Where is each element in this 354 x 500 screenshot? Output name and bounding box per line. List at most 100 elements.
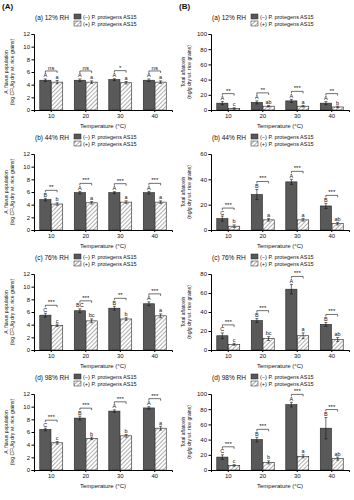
x-tick: 30 (117, 470, 124, 479)
group-letter: b (233, 218, 236, 224)
y-tick: 2 (27, 335, 34, 341)
x-axis-title: Temperature (°C) (257, 363, 303, 369)
plot-area (217, 402, 343, 470)
bar (74, 80, 85, 110)
error-cap (336, 107, 339, 108)
panel: AAAAaaaansns*ns02468101210203040Temperat… (3, 14, 173, 129)
sig-label: *** (259, 423, 267, 429)
error-cap (44, 198, 47, 199)
x-tick-mark (85, 110, 86, 112)
error-line (256, 189, 257, 199)
error-line (268, 337, 269, 341)
x-tick: 40 (328, 110, 335, 119)
group-letter: b (125, 428, 128, 434)
plot-area (40, 191, 166, 230)
error-cap (290, 102, 293, 103)
bar (251, 440, 262, 470)
error-bar (302, 455, 305, 458)
sig-bracket (326, 195, 338, 197)
error-line (126, 82, 127, 85)
y-tick: 60 (200, 62, 211, 68)
sig-bracket (114, 184, 126, 186)
error-bar (336, 106, 339, 108)
error-bar (336, 222, 339, 225)
legend: (−) P. protegens AS15(+) P. protegens AS… (251, 254, 314, 267)
sig-label: *** (328, 308, 336, 314)
error-cap (290, 406, 293, 407)
bar (86, 321, 97, 350)
x-axis-title: Temperature (°C) (257, 483, 303, 489)
panel: AAAAcabab*********02040608010010203040Te… (180, 14, 350, 129)
legend-label: (−) P. protegens AS15 (83, 374, 137, 380)
y-tick-label: 4 (27, 442, 31, 448)
x-tick-mark (120, 350, 121, 352)
y-tick-label: 2 (27, 215, 31, 221)
error-cap (336, 106, 339, 107)
error-bar (267, 219, 270, 222)
error-cap (336, 224, 339, 225)
sig-label: *** (151, 177, 159, 183)
y-tick: 6 (27, 309, 34, 315)
sig-bracket (291, 276, 303, 278)
x-tick-label: 20 (259, 473, 266, 479)
panel-title: (d) 98% RH (212, 374, 246, 382)
error-cap (125, 200, 128, 201)
sig-label: *** (82, 402, 90, 408)
y-tick-mark (32, 457, 35, 458)
error-cap (44, 430, 47, 431)
x-tick-mark (120, 230, 121, 232)
y-tick: 40 (200, 77, 211, 83)
y-tick-mark (32, 110, 35, 111)
y-tick: 6 (27, 429, 34, 435)
plot-area (40, 302, 166, 350)
error-cap (147, 305, 150, 306)
bar (109, 80, 120, 110)
error-cap (302, 457, 305, 458)
y-tick: 10 (23, 164, 34, 170)
group-letter: B (324, 316, 328, 322)
sig-label: *** (117, 396, 125, 402)
y-tick-label: 60 (200, 62, 207, 68)
y-tick-mark (209, 49, 212, 50)
sig-label: *** (151, 393, 159, 399)
y-tick-mark (209, 440, 212, 441)
panel-title: (a) 12% RH (212, 14, 246, 22)
error-cap (159, 200, 162, 201)
error-line (148, 191, 149, 194)
error-cap (267, 463, 270, 464)
error-cap (125, 81, 128, 82)
error-cap (233, 464, 236, 465)
y-tick-label: 100 (197, 391, 208, 397)
panel: CBAAcbba************02468101210203040Tem… (3, 374, 173, 489)
y-tick-mark (32, 217, 35, 218)
error-line (45, 198, 46, 201)
group-letter: A (290, 278, 294, 284)
error-cap (302, 221, 305, 222)
error-cap (147, 409, 150, 410)
error-bar (255, 319, 258, 323)
y-tick-mark (32, 230, 35, 231)
y-axis: 024681012 (23, 151, 34, 233)
error-bar (290, 99, 293, 102)
x-tick-mark (85, 230, 86, 232)
legend-label: (−) P. protegens AS15 (83, 254, 137, 260)
x-axis-title: Temperature (°C) (257, 123, 303, 129)
error-cap (233, 345, 236, 346)
bar (86, 438, 97, 470)
error-cap (125, 317, 128, 318)
error-bar (147, 79, 150, 82)
group-letter: b (90, 431, 93, 437)
y-tick: 20 (200, 202, 211, 208)
error-line (303, 105, 304, 107)
bar (121, 436, 132, 470)
error-cap (290, 99, 293, 100)
y-axis-line (209, 155, 212, 231)
y-tick-mark (209, 274, 212, 275)
y-tick-label: 80 (200, 407, 207, 413)
y-tick-label: 10 (23, 164, 30, 170)
y-tick: 60 (200, 290, 211, 296)
error-bar (267, 105, 270, 107)
error-cap (221, 221, 224, 222)
y-tick-label: 8 (27, 417, 31, 423)
bar (320, 206, 331, 230)
